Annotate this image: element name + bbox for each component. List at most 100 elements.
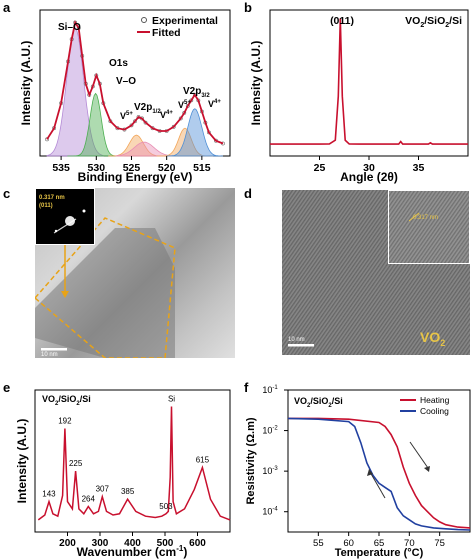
tem-image: 10 nm 0.317 nm (011) (35, 188, 235, 358)
raman-peak-label: 192 (58, 416, 72, 425)
xps-ylabel: Intensity (A.U.) (19, 41, 33, 126)
raman-xtick-label: 600 (189, 538, 206, 549)
xps-xlabel: Binding Energy (eV) (78, 170, 193, 184)
res-ytick-label: 10-4 (262, 507, 278, 517)
hrtem-image: 0.317 nm VO2 10 nm (282, 190, 470, 355)
panel-a: a 535 530 525 520 515 Intensity (A.U.) Bindi… (0, 0, 237, 185)
panel-label-e: e (3, 380, 11, 395)
xps-component-v2p12 (115, 141, 173, 157)
xps-annot-o1s: O1s (109, 58, 128, 69)
xps-annot-v-o: V–O (116, 76, 136, 87)
raman-peak-label: 615 (196, 455, 210, 464)
hrtem-inset-text: 0.317 nm (413, 215, 438, 221)
xrd-title: VO2/SiO2/Si (405, 15, 462, 29)
raman-peak-label: 143 (42, 490, 56, 499)
panel-d: d 0.317 nm VO2 10 nm (240, 186, 474, 361)
saed-spot-2 (54, 229, 58, 233)
xps-data-point (143, 120, 148, 125)
raman-peak-label: Si (168, 395, 175, 404)
hrtem-scalebar-label: 10 nm (288, 337, 305, 343)
panel-e: e 200 300 400 500 600 143 192 225 264 307 385 503 S… (0, 380, 237, 560)
raman-xtick-label: 500 (157, 538, 174, 549)
xps-annot-v2p12: V2p1/2 (134, 102, 161, 115)
panel-label-c: c (3, 186, 11, 201)
raman-xtick-label: 300 (92, 538, 109, 549)
tem-crystal-region (35, 228, 175, 358)
res-legend-heating: Heating (420, 395, 450, 405)
xps-xtick-label: 520 (158, 162, 176, 174)
xps-annot-si-o: Si–O (58, 22, 81, 33)
xps-legend-fitted: Fitted (152, 27, 181, 39)
res-ylabel: Resistivity (Ω.m) (245, 417, 257, 504)
saed-streak (53, 218, 77, 234)
hrtem-vo2-label: VO2 (420, 329, 445, 348)
raman-peak-label: 385 (121, 487, 135, 496)
raman-line (37, 406, 231, 521)
res-xtick-label: 70 (404, 538, 415, 549)
res-xtick-label: 60 (343, 538, 354, 549)
res-cooling-line (287, 417, 471, 531)
raman-peak-label: 264 (82, 494, 96, 503)
xrd-peak-label: (011) (330, 15, 354, 27)
hrtem-scalebar (288, 344, 314, 347)
xps-legend-experimental: Experimental (152, 15, 218, 27)
saed-text-1: 0.317 nm (39, 195, 65, 201)
xps-annot-v5b: V5+ (178, 100, 191, 110)
res-legend-cooling: Cooling (420, 406, 449, 416)
res-xtick-label: 65 (374, 538, 385, 549)
res-ytick-label: 10-3 (262, 466, 278, 476)
xps-annot-v4b: V4+ (208, 99, 221, 109)
res-heating-line (288, 417, 471, 529)
panel-label-f: f (244, 380, 249, 395)
xrd-ylabel: Intensity (A.U.) (249, 41, 263, 126)
xrd-xlabel: Angle (2θ) (340, 170, 398, 184)
xps-fit-line (46, 20, 224, 145)
raman-peak-label: 225 (69, 459, 83, 468)
res-xtick-label: 75 (434, 538, 445, 549)
res-arrow-up (369, 471, 386, 499)
raman-xtick-label: 400 (124, 538, 141, 549)
saed-spot-1 (82, 209, 86, 213)
xps-legend-marker-experimental (141, 17, 147, 23)
hrtem-inset: 0.317 nm (388, 190, 470, 264)
res-ytick-label: 10-1 (262, 385, 278, 395)
raman-xlabel: Wavenumber (cm-1) (77, 544, 188, 559)
res-arrow-down-head (424, 466, 430, 472)
xps-chart: 535 530 525 520 515 Intensity (A.U.) Binding… (19, 9, 231, 184)
panel-b: b 25 30 35 VO2/SiO2/Si (011) Intensity (A.… (240, 0, 474, 185)
saed-text-2: (011) (39, 203, 53, 209)
xps-xtick-label: 525 (123, 162, 141, 174)
raman-title: VO2/SiO2/Si (42, 394, 91, 407)
res-title: VO2/SiO2/Si (294, 396, 343, 409)
xps-data-point (133, 119, 137, 124)
xrd-xtick-label: 25 (314, 162, 326, 174)
xrd-xtick-label: 30 (363, 162, 375, 174)
xps-xtick-label: 515 (193, 162, 211, 174)
tem-scalebar (41, 348, 67, 351)
xps-annot-v2p32: V2p3/2 (183, 86, 210, 99)
xrd-plot-frame (269, 9, 469, 157)
xps-xtick-label: 530 (88, 162, 106, 174)
raman-ylabel: Intensity (A.U.) (15, 419, 29, 504)
panel-label-a: a (3, 0, 11, 15)
xrd-line (270, 18, 468, 145)
tem-arrow-head (61, 291, 69, 298)
xps-annot-v4a: V4+ (160, 110, 173, 120)
xps-component-v4 (166, 108, 223, 157)
panel-label-b: b (244, 0, 252, 15)
resistivity-chart: 55 60 65 70 75 10-1 10-2 10-3 10-4 VO2/SiO2/Si H… (245, 385, 471, 559)
xrd-xtick-label: 35 (413, 162, 425, 174)
res-arrow-up-head (367, 469, 373, 476)
xps-annot-v5a: V5+ (120, 111, 133, 121)
xrd-chart: 25 30 35 VO2/SiO2/Si (011) Intensity (A.U.… (249, 9, 469, 184)
raman-peak-label: 307 (96, 485, 110, 494)
panel-f: f 55 60 65 70 75 10-1 10-2 10-3 10-4 VO2/SiO2/Si… (240, 380, 474, 560)
panel-label-d: d (244, 186, 252, 201)
xps-xtick-label: 535 (52, 162, 70, 174)
res-ytick-label: 10-2 (262, 426, 278, 436)
saed-center-spot (65, 216, 75, 226)
raman-xtick-label: 200 (59, 538, 76, 549)
saed-inset: 0.317 nm (011) (35, 188, 95, 245)
res-xlabel: Temperature (°C) (335, 547, 424, 559)
